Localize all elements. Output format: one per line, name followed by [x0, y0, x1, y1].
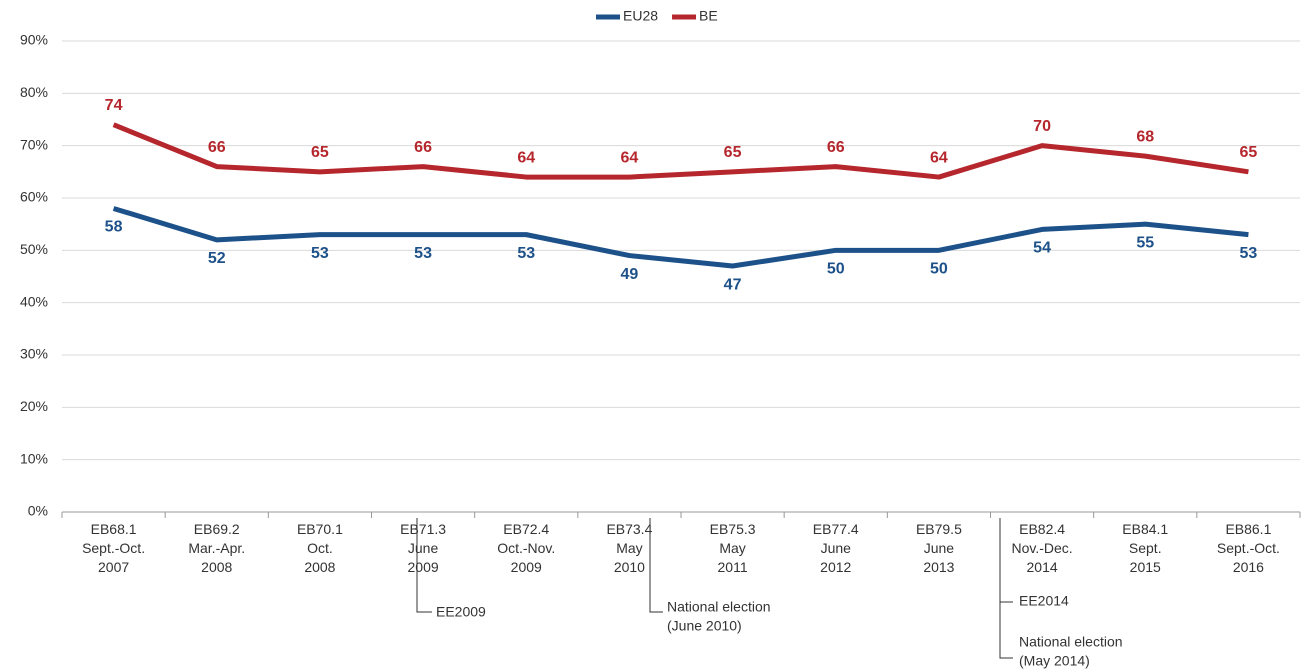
x-tick-label-line: 2015: [1130, 559, 1161, 575]
data-label: 68: [1136, 128, 1154, 145]
x-tick-label-line: 2007: [98, 559, 129, 575]
y-tick-label: 20%: [20, 398, 48, 414]
data-label: 55: [1136, 234, 1154, 251]
x-tick-label-line: Oct.: [307, 540, 333, 556]
x-tick-label-line: 2012: [820, 559, 851, 575]
x-tick-label: EB82.4 Nov.-Dec. 2014: [1011, 521, 1072, 575]
y-tick-label: 80%: [20, 84, 48, 100]
x-tick-label-line: June: [408, 540, 439, 556]
y-tick-label: 30%: [20, 346, 48, 362]
x-tick-label: EB75.3 May 2011: [710, 521, 756, 575]
data-label: 47: [724, 276, 742, 293]
data-label: 66: [827, 139, 845, 156]
x-tick-label-line: June: [924, 540, 955, 556]
y-tick-label: 40%: [20, 293, 48, 309]
data-label: 50: [930, 261, 948, 278]
x-tick-label: EB70.1 Oct. 2008: [297, 521, 343, 575]
x-tick-label-line: EB68.1: [91, 521, 137, 537]
y-tick-label: 60%: [20, 189, 48, 205]
data-label: 64: [621, 149, 639, 166]
data-label: 53: [1240, 245, 1258, 262]
y-tick-label: 10%: [20, 450, 48, 466]
x-tick-label-line: EB82.4: [1019, 521, 1065, 537]
y-tick-label: 50%: [20, 241, 48, 257]
legend-label: BE: [699, 8, 718, 24]
annotation-bracket: [999, 518, 1013, 603]
x-tick-label-line: EB69.2: [194, 521, 240, 537]
x-tick-label-line: Nov.-Dec.: [1011, 540, 1072, 556]
x-tick-label-line: 2016: [1233, 559, 1264, 575]
annotation-bracket: [416, 518, 432, 613]
x-tick-label-line: 2013: [923, 559, 954, 575]
x-tick-label-line: June: [821, 540, 852, 556]
x-tick-label: EB71.3 June 2009: [400, 521, 446, 575]
x-tick-label-line: EB71.3: [400, 521, 446, 537]
x-tick-label: EB72.4 Oct.-Nov. 2009: [497, 521, 555, 575]
y-tick-label: 0%: [28, 503, 48, 519]
x-tick-label-line: EB73.4: [606, 521, 652, 537]
x-tick-label-line: 2009: [408, 559, 439, 575]
annotation-bracket: [999, 602, 1013, 659]
data-label: 64: [930, 149, 948, 166]
x-tick-label: EB79.5 June 2013: [916, 521, 962, 575]
data-label: 53: [311, 245, 329, 262]
annotation: National election: [1019, 634, 1123, 650]
x-tick-label-line: Sept.-Oct.: [1217, 540, 1280, 556]
annotation: EE2014: [1019, 593, 1069, 609]
x-tick-label-line: May: [719, 540, 745, 556]
data-label: 54: [1033, 240, 1051, 257]
x-tick-label-line: 2014: [1027, 559, 1058, 575]
x-tick-label-line: EB70.1: [297, 521, 343, 537]
data-label: 53: [517, 245, 535, 262]
x-tick-label: EB77.4 June 2012: [813, 521, 859, 575]
data-label: 74: [105, 97, 123, 114]
data-label: 66: [414, 139, 432, 156]
data-label: 65: [724, 144, 742, 161]
data-label: 53: [414, 245, 432, 262]
x-tick-label: EB84.1 Sept. 2015: [1122, 521, 1168, 575]
data-label: 58: [105, 219, 123, 236]
x-tick-label-line: 2009: [511, 559, 542, 575]
data-label: 50: [827, 261, 845, 278]
x-tick-label: EB86.1 Sept.-Oct. 2016: [1217, 521, 1280, 575]
x-tick-label-line: EB75.3: [710, 521, 756, 537]
annotation: EE2009: [436, 604, 486, 620]
x-tick-label-line: Sept.: [1129, 540, 1162, 556]
x-tick-label-line: 2008: [304, 559, 335, 575]
data-label: 64: [517, 149, 535, 166]
y-tick-label: 70%: [20, 136, 48, 152]
y-tick-label: 90%: [20, 32, 48, 48]
data-label: 70: [1033, 118, 1051, 135]
x-tick-label-line: Mar.-Apr.: [188, 540, 245, 556]
data-label: 66: [208, 139, 226, 156]
x-tick-label-line: Oct.-Nov.: [497, 540, 555, 556]
legend-label: EU28: [623, 8, 658, 24]
annotation: (June 2010): [667, 618, 742, 634]
data-label: 52: [208, 250, 226, 267]
series-line: [112, 122, 1249, 180]
data-label: 65: [1240, 144, 1258, 161]
annotation-bracket: [649, 518, 663, 613]
series-line: [112, 206, 1249, 269]
x-tick-label-line: EB86.1: [1225, 521, 1271, 537]
x-tick-label-line: Sept.-Oct.: [82, 540, 145, 556]
annotation: National election: [667, 599, 771, 615]
x-tick-label: EB73.4 May 2010: [606, 521, 652, 575]
annotations: [416, 518, 1013, 659]
annotation: (May 2014): [1019, 653, 1090, 669]
x-tick-label: EB68.1 Sept.-Oct. 2007: [82, 521, 145, 575]
x-tick-label-line: 2008: [201, 559, 232, 575]
x-tick-label-line: EB77.4: [813, 521, 859, 537]
x-tick-label-line: EB72.4: [503, 521, 549, 537]
x-tick-label-line: 2010: [614, 559, 645, 575]
data-label: 49: [621, 266, 639, 283]
x-tick-label-line: May: [616, 540, 642, 556]
data-label: 65: [311, 144, 329, 161]
x-tick-label-line: 2011: [718, 559, 748, 575]
x-tick-label-line: EB84.1: [1122, 521, 1168, 537]
x-tick-label: EB69.2 Mar.-Apr. 2008: [188, 521, 245, 575]
x-tick-label-line: EB79.5: [916, 521, 962, 537]
